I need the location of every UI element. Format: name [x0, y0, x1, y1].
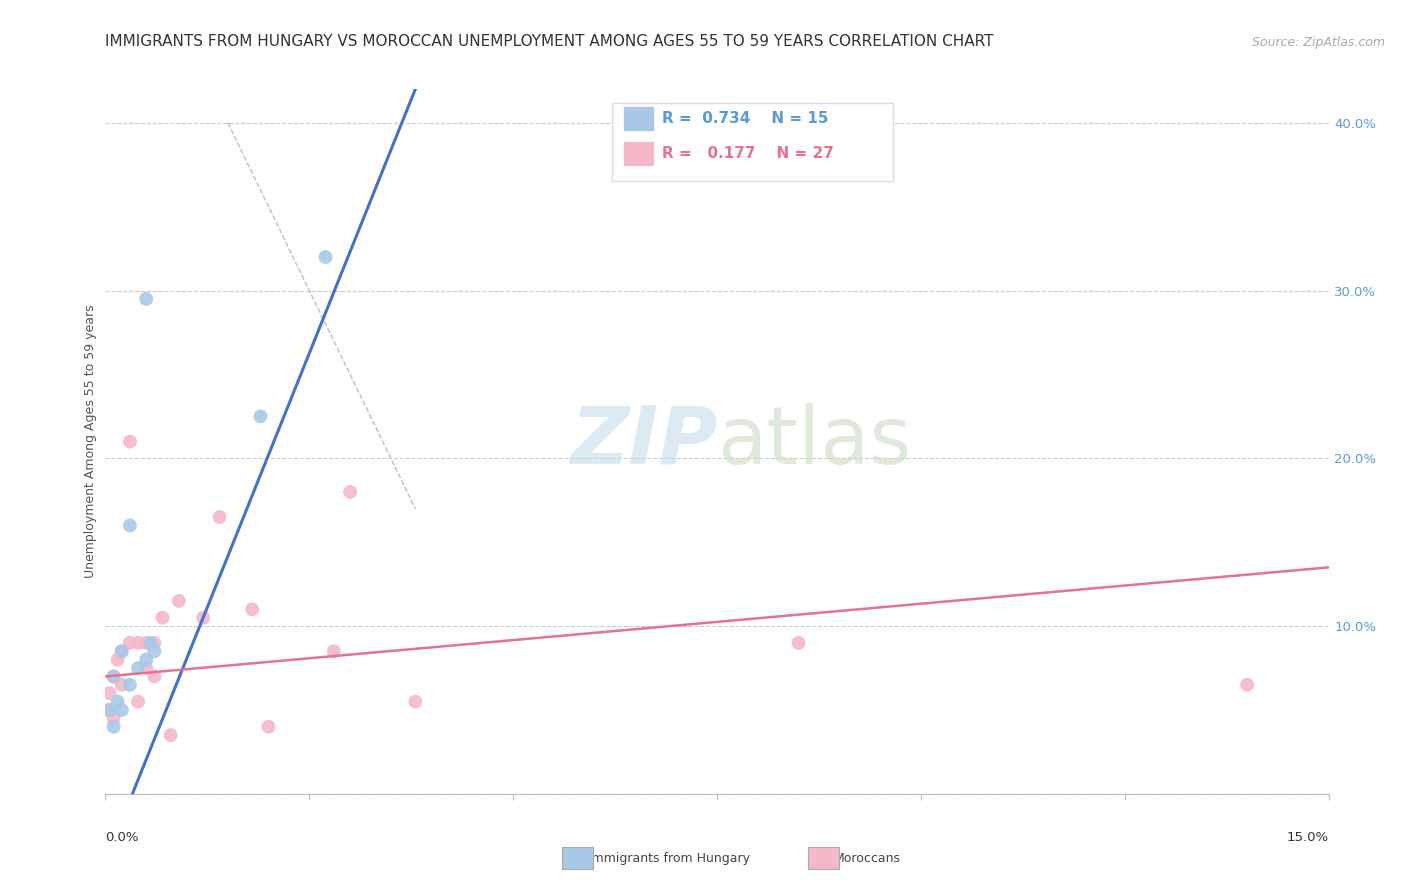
- Point: [159, 728, 181, 742]
- Y-axis label: Unemployment Among Ages 55 to 59 years: Unemployment Among Ages 55 to 59 years: [84, 305, 97, 578]
- Point: [135, 661, 157, 675]
- Point: [103, 669, 125, 683]
- Point: [118, 678, 141, 692]
- Point: [98, 703, 121, 717]
- Point: [404, 695, 426, 709]
- Point: [315, 250, 337, 264]
- Point: [111, 703, 134, 717]
- Point: [103, 669, 125, 683]
- Text: Source: ZipAtlas.com: Source: ZipAtlas.com: [1251, 36, 1385, 49]
- Point: [107, 695, 129, 709]
- Text: R =   0.177    N = 27: R = 0.177 N = 27: [662, 146, 834, 161]
- Point: [152, 611, 174, 625]
- Point: [118, 434, 141, 449]
- Point: [127, 695, 149, 709]
- Text: 15.0%: 15.0%: [1286, 830, 1329, 844]
- Point: [98, 686, 121, 700]
- Point: [143, 669, 166, 683]
- Point: [135, 653, 157, 667]
- Point: [143, 636, 166, 650]
- Point: [240, 602, 263, 616]
- Text: atlas: atlas: [717, 402, 911, 481]
- Point: [107, 653, 129, 667]
- Text: IMMIGRANTS FROM HUNGARY VS MOROCCAN UNEMPLOYMENT AMONG AGES 55 TO 59 YEARS CORRE: IMMIGRANTS FROM HUNGARY VS MOROCCAN UNEM…: [105, 34, 994, 49]
- Point: [118, 636, 141, 650]
- Point: [111, 644, 134, 658]
- Point: [111, 644, 134, 658]
- Point: [143, 644, 166, 658]
- Point: [103, 711, 125, 725]
- Point: [97, 703, 120, 717]
- Point: [1236, 678, 1258, 692]
- Point: [208, 510, 231, 524]
- Text: Immigrants from Hungary: Immigrants from Hungary: [588, 852, 749, 864]
- Point: [118, 518, 141, 533]
- Point: [135, 636, 157, 650]
- Text: ZIP: ZIP: [569, 402, 717, 481]
- Point: [103, 720, 125, 734]
- Text: 0.0%: 0.0%: [105, 830, 139, 844]
- Point: [193, 611, 215, 625]
- Point: [127, 661, 149, 675]
- Point: [339, 484, 361, 499]
- Point: [167, 594, 190, 608]
- Point: [135, 292, 157, 306]
- Point: [787, 636, 810, 650]
- Point: [322, 644, 344, 658]
- Text: R =  0.734    N = 15: R = 0.734 N = 15: [662, 112, 828, 126]
- Text: Moroccans: Moroccans: [834, 852, 901, 864]
- Point: [127, 636, 149, 650]
- Point: [139, 636, 162, 650]
- Point: [111, 678, 134, 692]
- Point: [249, 409, 271, 424]
- Point: [257, 720, 280, 734]
